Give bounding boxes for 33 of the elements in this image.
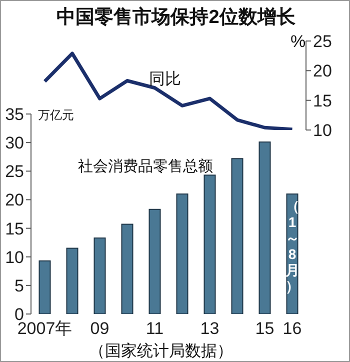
bar xyxy=(38,260,51,314)
text: （国家统计局数据） xyxy=(89,342,233,360)
y-tick-label: 20 xyxy=(313,62,332,81)
bar xyxy=(231,158,244,314)
y-axis-title: 万亿元 xyxy=(38,108,74,122)
y-axis-title: % xyxy=(290,32,306,51)
x-tick-label: 15 xyxy=(255,319,274,338)
y-tick-label: 10 xyxy=(313,121,332,140)
series-label: 同比 xyxy=(149,70,181,88)
x-tick-label: 2007年 xyxy=(17,319,72,338)
x-tick-label: 16 xyxy=(282,319,302,338)
x-tick-label: 09 xyxy=(90,319,110,338)
y-tick-label: 25 xyxy=(5,162,24,182)
series-label: 社会消费品零售总额 xyxy=(78,158,213,175)
bar xyxy=(176,194,188,314)
bar xyxy=(204,174,216,314)
annotation: （1～8月） xyxy=(284,198,300,294)
bar xyxy=(148,208,161,314)
y-tick-label: 10 xyxy=(5,248,24,267)
y-tick-label: 15 xyxy=(313,91,332,110)
bar xyxy=(66,248,78,314)
x-tick-label: 13 xyxy=(200,319,220,338)
chart-title: 中国零售市场保持2位数增长 xyxy=(56,6,296,28)
bar xyxy=(258,142,271,314)
x-tick-label: 11 xyxy=(146,319,164,338)
y-tick-label: 35 xyxy=(5,105,24,124)
bar xyxy=(94,238,106,314)
y-tick-label: 30 xyxy=(5,134,24,153)
y-tick-label: 20 xyxy=(5,190,24,210)
y-tick-label: 15 xyxy=(5,219,24,238)
bar xyxy=(121,224,134,314)
y-tick-label: 25 xyxy=(313,32,332,52)
y-tick-label: 5 xyxy=(14,276,24,296)
